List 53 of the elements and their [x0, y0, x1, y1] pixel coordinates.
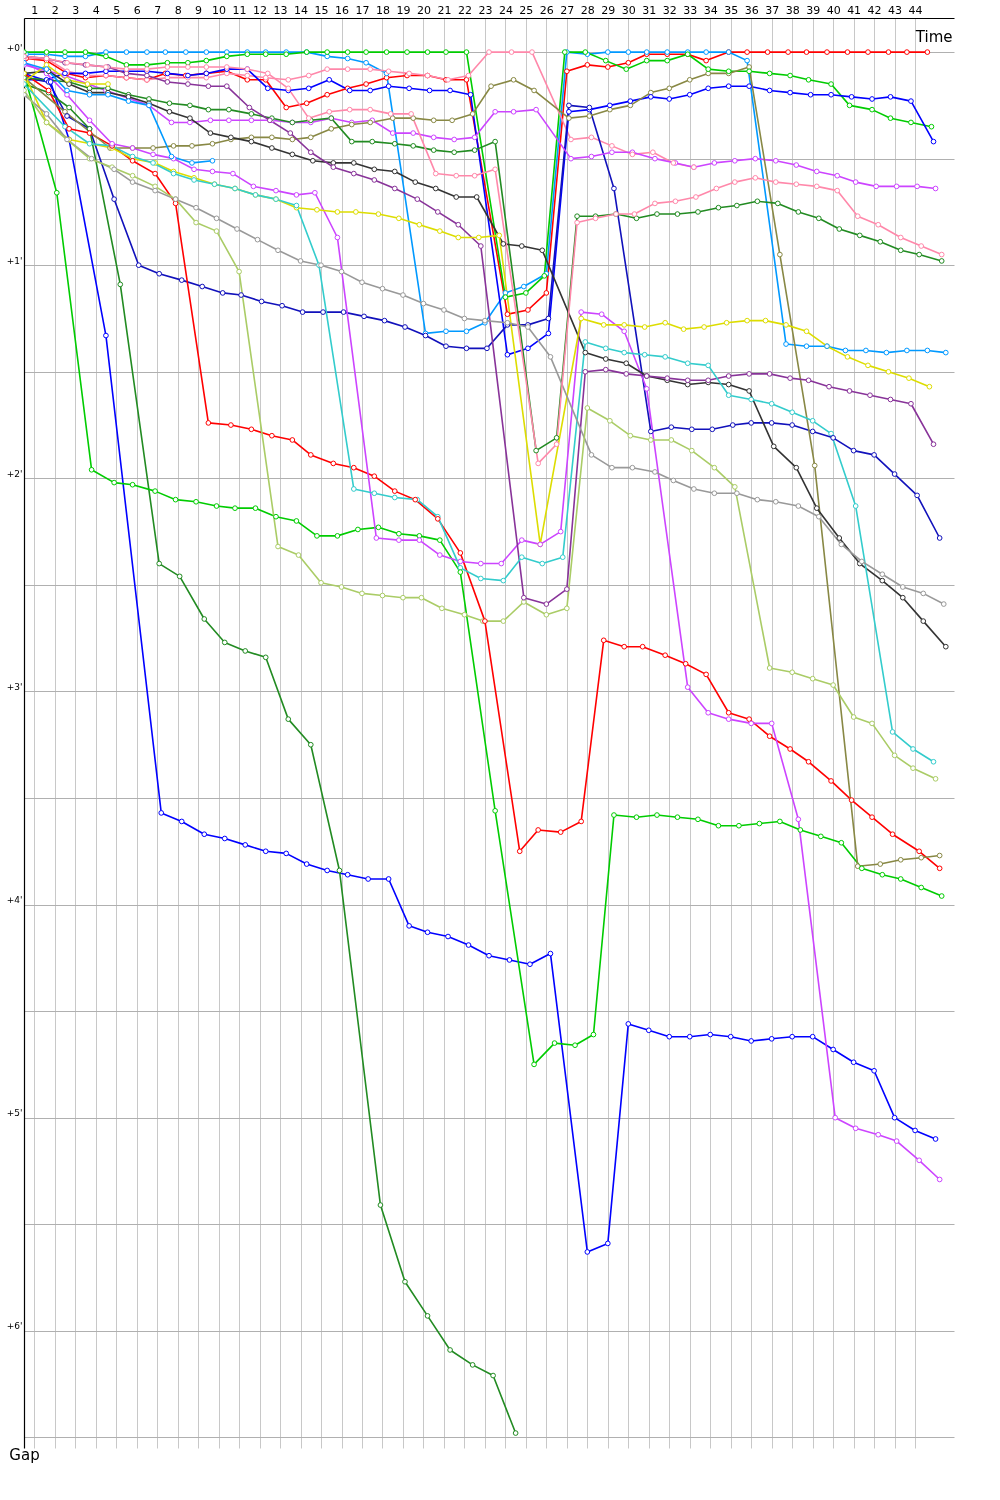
x-tick-label: 23 — [478, 3, 493, 17]
x-tick-label: 10 — [212, 3, 227, 17]
x-tick-label: 20 — [416, 3, 431, 17]
x-tick-label: 29 — [601, 3, 616, 17]
x-tick-label: 18 — [375, 3, 390, 17]
x-tick-label: 40 — [826, 3, 841, 17]
x-tick-label: 25 — [519, 3, 534, 17]
x-tick-label: 44 — [908, 3, 923, 17]
x-tick-label: 36 — [744, 3, 759, 17]
x-tick-label: 1 — [31, 3, 39, 17]
x-tick-label: 27 — [560, 3, 575, 17]
y-tick-label: +5' — [6, 1108, 23, 1119]
x-tick-label: 42 — [867, 3, 882, 17]
x-tick-label: 4 — [92, 3, 100, 17]
x-tick-label: 13 — [273, 3, 288, 17]
x-tick-label: 30 — [621, 3, 636, 17]
x-tick-label: 39 — [806, 3, 821, 17]
x-tick-label: 24 — [498, 3, 513, 17]
x-tick-label: 3 — [72, 3, 80, 17]
x-tick-label: 17 — [355, 3, 370, 17]
x-tick-label: 37 — [765, 3, 780, 17]
x-tick-label: 43 — [888, 3, 903, 17]
x-tick-label: 8 — [174, 3, 182, 17]
x-tick-label: 31 — [642, 3, 657, 17]
x-tick-label: 41 — [847, 3, 862, 17]
x-tick-label: 22 — [457, 3, 472, 17]
x-tick-label: 12 — [253, 3, 268, 17]
x-tick-label: 35 — [724, 3, 739, 17]
x-tick-label: 2 — [51, 3, 59, 17]
x-tick-label: 26 — [539, 3, 554, 17]
x-tick-label: 19 — [396, 3, 411, 17]
y-tick-label: +4' — [6, 895, 23, 906]
x-tick-label: 11 — [232, 3, 247, 17]
x-tick-label: 32 — [662, 3, 677, 17]
x-tick-label: 15 — [314, 3, 329, 17]
x-tick-label: 38 — [785, 3, 800, 17]
x-tick-label: 14 — [294, 3, 309, 17]
x-tick-label: 34 — [703, 3, 718, 17]
x-tick-label: 7 — [154, 3, 162, 17]
y-tick-label: +6' — [6, 1321, 23, 1332]
y-tick-label: +0' — [6, 42, 23, 53]
x-tick-label: 6 — [133, 3, 141, 17]
x-tick-label: 9 — [195, 3, 203, 17]
x-tick-label: 28 — [580, 3, 595, 17]
y-axis-title: Gap — [9, 1445, 40, 1464]
y-tick-label: +2' — [6, 468, 23, 479]
y-tick-label: +1' — [6, 255, 23, 266]
x-tick-label: 21 — [437, 3, 452, 17]
y-tick-label: +3' — [6, 681, 23, 692]
x-tick-label: 5 — [113, 3, 121, 17]
x-tick-label: 33 — [683, 3, 698, 17]
x-axis-title: Time — [914, 27, 953, 46]
x-tick-label: 16 — [335, 3, 350, 17]
